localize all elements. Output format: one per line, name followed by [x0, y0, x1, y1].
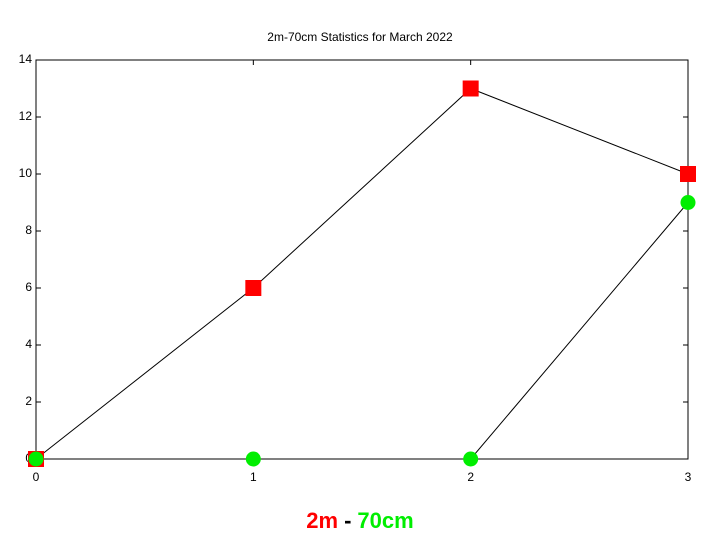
x-tick-label: 3: [685, 470, 692, 484]
chart-title: 2m-70cm Statistics for March 2022: [267, 30, 453, 44]
marker: [245, 280, 262, 296]
y-tick-label: 8: [25, 223, 32, 237]
x-tick-label: 0: [33, 470, 40, 484]
y-tick-label: 4: [25, 337, 32, 351]
marker: [245, 451, 261, 467]
marker: [462, 80, 479, 97]
legend-entry: 70cm: [357, 508, 413, 533]
marker: [28, 451, 44, 467]
x-tick-label: 1: [250, 470, 257, 484]
legend-entry: 2m: [306, 508, 338, 533]
y-tick-label: 12: [19, 109, 33, 123]
series-line: [36, 202, 689, 460]
y-tick-label: 14: [19, 52, 33, 66]
marker: [680, 166, 696, 182]
y-tick-label: 10: [19, 166, 33, 180]
marker: [680, 195, 696, 210]
y-tick-label: 2: [25, 394, 32, 408]
marker: [463, 451, 479, 467]
legend: 2m -70cm: [306, 508, 413, 533]
y-tick-label: 6: [25, 280, 32, 294]
series-line: [35, 87, 689, 460]
x-tick-label: 2: [467, 470, 474, 484]
legend-separator: -: [344, 508, 351, 533]
plot-frame: [35, 59, 689, 460]
